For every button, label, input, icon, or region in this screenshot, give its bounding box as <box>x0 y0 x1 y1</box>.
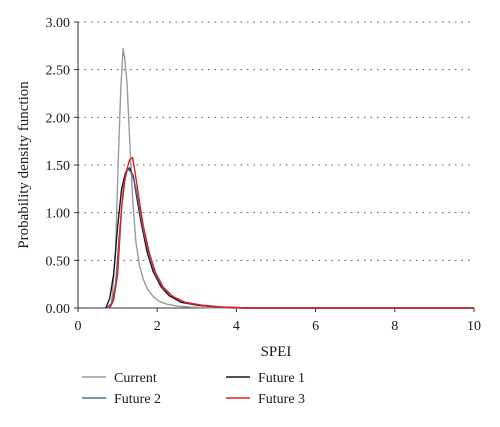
y-tick-labels: 0.00 0.50 1.00 1.50 2.00 2.50 3.00 <box>46 16 78 317</box>
x-tick-label: 0 <box>75 319 82 334</box>
legend-label-future-1: Future 1 <box>258 371 305 386</box>
y-tick-label: 0.00 <box>46 302 71 317</box>
x-tick-label: 8 <box>391 319 398 334</box>
series-line-future-3 <box>109 156 474 309</box>
y-tick-label: 3.00 <box>46 16 71 31</box>
legend-label-current: Current <box>114 371 157 386</box>
y-tick-label: 0.50 <box>46 254 71 269</box>
y-axis-title: Probability density function <box>16 81 32 249</box>
legend: Current Future 1 Future 2 Future 3 <box>82 371 305 407</box>
x-tick-label: 4 <box>233 319 240 334</box>
y-tick-label: 2.50 <box>46 64 71 79</box>
series-line-future-1 <box>105 167 474 309</box>
gridlines <box>78 21 474 261</box>
x-tick-labels: 0 2 4 6 8 10 <box>75 308 481 334</box>
legend-label-future-3: Future 3 <box>258 392 305 407</box>
series-lines <box>105 48 474 309</box>
x-tick-label: 2 <box>154 319 161 334</box>
legend-label-future-2: Future 2 <box>114 392 161 407</box>
y-tick-label: 2.00 <box>46 111 71 126</box>
x-tick-label: 10 <box>467 319 481 334</box>
y-tick-label: 1.00 <box>46 207 71 222</box>
y-tick-label: 1.50 <box>46 159 71 174</box>
series-line-current <box>105 48 474 309</box>
x-axis-title: SPEI <box>261 344 292 360</box>
x-tick-label: 6 <box>312 319 319 334</box>
